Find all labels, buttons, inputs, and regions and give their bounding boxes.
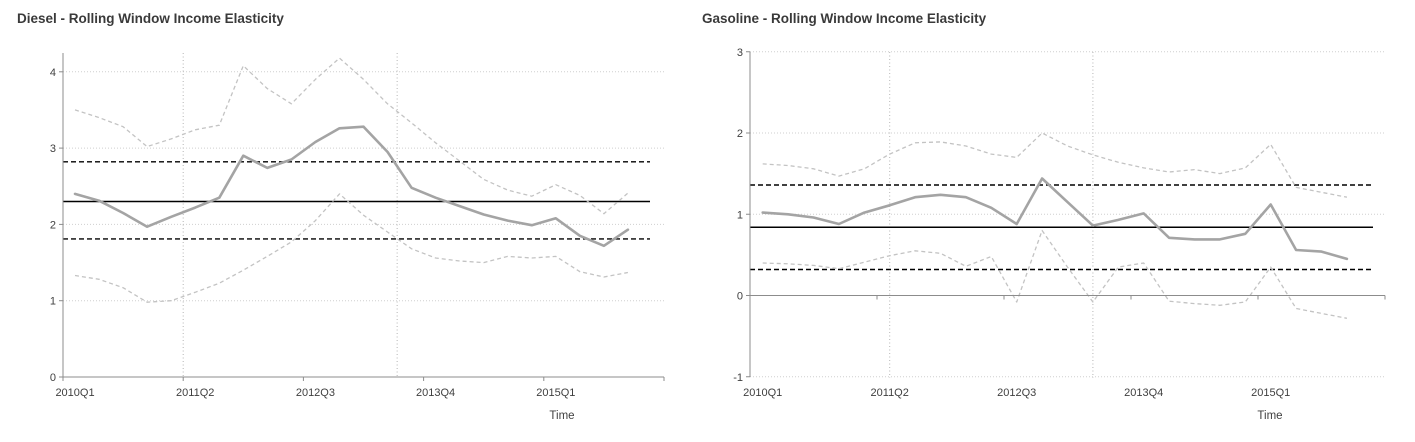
- diesel-chart-canvas: 0 1 2 3 4 2010Q1 2011Q2 2012Q3 2013Q4 2015Q1: [50, 53, 665, 399]
- gasoline-x-axis-title: Time: [1257, 410, 1283, 422]
- confidence-band-line: [74, 57, 629, 215]
- x-axis-tick-label: 2010Q1: [743, 387, 782, 399]
- gasoline-chart-title: Gasoline - Rolling Window Income Elastic…: [702, 11, 987, 26]
- gasoline-chart: Gasoline - Rolling Window Income Elastic…: [700, 0, 1415, 442]
- x-axis-tick-label: 2011Q2: [871, 387, 909, 399]
- estimate-line: [73, 125, 630, 248]
- x-axis-tick-label: 2011Q2: [176, 387, 214, 399]
- y-axis-tick-label: 4: [50, 67, 56, 79]
- y-axis-tick-label: 0: [737, 291, 743, 303]
- x-axis-tick-label: 2015Q1: [1251, 387, 1290, 399]
- y-axis-tick-label: -1: [733, 372, 743, 384]
- y-axis-tick-label: 3: [737, 47, 743, 59]
- x-axis-tick-label: 2012Q3: [296, 387, 335, 399]
- y-axis-tick-label: 0: [50, 372, 56, 384]
- diesel-x-axis-title: Time: [549, 410, 575, 422]
- y-axis-tick-label: 3: [50, 143, 56, 155]
- y-axis-tick-label: 2: [50, 219, 56, 231]
- diesel-chart: Diesel - Rolling Window Income Elasticit…: [0, 0, 700, 442]
- confidence-band-line: [762, 229, 1348, 319]
- y-axis-tick-label: 1: [50, 296, 56, 308]
- x-axis-tick-label: 2012Q3: [997, 387, 1036, 399]
- x-axis-tick-label: 2010Q1: [55, 387, 94, 399]
- x-axis-tick-label: 2015Q1: [536, 387, 575, 399]
- confidence-band-line: [762, 132, 1348, 198]
- estimate-line: [761, 177, 1349, 261]
- x-axis-tick-label: 2013Q4: [1124, 387, 1163, 399]
- diesel-chart-title: Diesel - Rolling Window Income Elasticit…: [17, 11, 284, 26]
- confidence-band-line: [74, 193, 629, 303]
- gasoline-chart-canvas: -1 0 1 2 3 2010Q1 2011Q2 2012Q3 2013Q4 2015Q1: [733, 47, 1386, 399]
- y-axis-tick-label: 2: [737, 128, 743, 140]
- y-axis-tick-label: 1: [737, 209, 743, 221]
- x-axis-tick-label: 2013Q4: [416, 387, 455, 399]
